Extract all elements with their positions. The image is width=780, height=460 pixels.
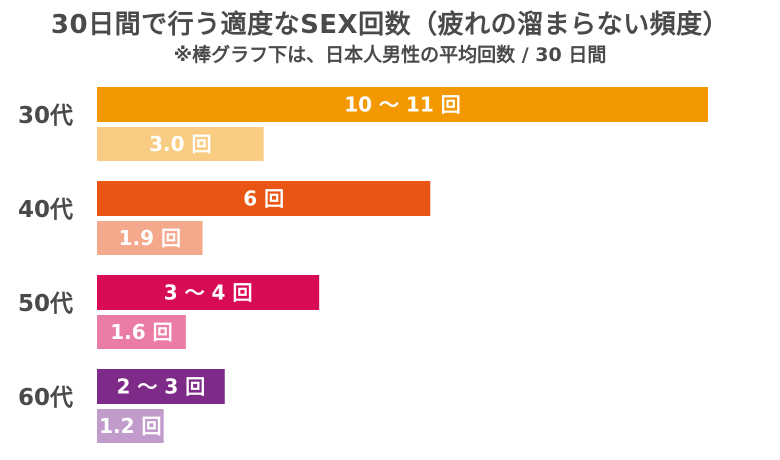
bar-average	[97, 315, 186, 349]
category-label: 50代	[18, 291, 73, 317]
bar-recommended-label: 3 ～ 4 回	[164, 281, 253, 305]
bar-average-label: 1.6 回	[110, 320, 172, 344]
bar-average	[97, 221, 203, 255]
bar-recommended-label: 2 ～ 3 回	[117, 375, 206, 399]
bar-average-label: 3.0 回	[149, 132, 211, 156]
chart-subtitle: ※棒グラフ下は、日本人男性の平均回数 / 30 日間	[173, 44, 607, 66]
bar-recommended	[97, 275, 320, 310]
bar-average-label: 1.2 回	[99, 414, 161, 438]
bar-recommended-label: 6 回	[243, 187, 284, 211]
bar-average	[97, 127, 264, 161]
category-label: 40代	[18, 197, 73, 223]
bar-average-label: 1.9 回	[119, 226, 181, 250]
chart-title: 30日間で行う適度なSEX回数（疲れの溜まらない頻度）	[50, 10, 730, 40]
bar-recommended	[97, 87, 708, 122]
category-label: 30代	[18, 103, 73, 129]
bar-average	[97, 409, 164, 443]
bar-recommended	[97, 181, 431, 216]
bar-recommended	[97, 369, 225, 404]
category-label: 60代	[18, 385, 73, 411]
bar-recommended-label: 10 ～ 11 回	[344, 93, 461, 117]
